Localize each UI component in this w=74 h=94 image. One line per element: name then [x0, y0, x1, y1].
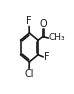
Text: Cl: Cl	[24, 69, 34, 79]
Text: CH₃: CH₃	[49, 33, 65, 42]
Text: O: O	[40, 19, 47, 29]
Text: F: F	[44, 52, 49, 62]
Text: F: F	[26, 16, 32, 26]
